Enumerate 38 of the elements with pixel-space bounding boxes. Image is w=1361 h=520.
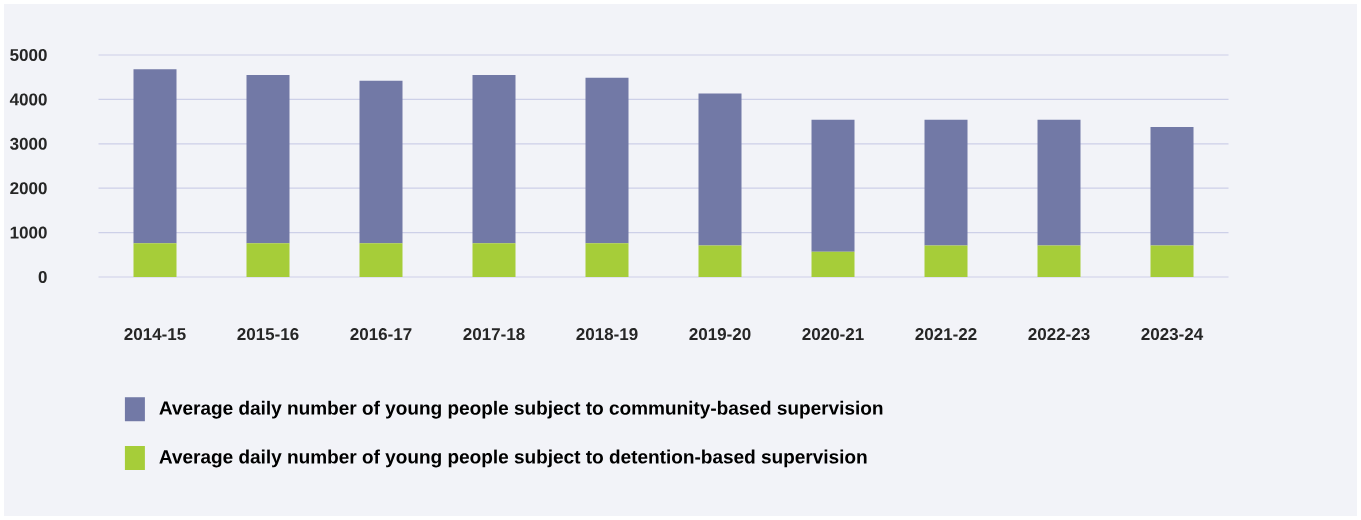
x-tick-label: 2022-23 [1028,328,1090,341]
legend-label: Average daily number of young people subject to detention-based supervision [159,449,867,468]
x-tick-label: 2015-16 [237,328,299,341]
bar [246,74,290,244]
bar [1037,119,1081,246]
bar [698,245,742,277]
bar [133,69,177,244]
y-tick-label: 1000 [10,226,47,239]
bar [359,80,403,244]
x-tick-label: 2023-24 [1141,328,1204,341]
bar [1037,245,1081,277]
y-tick-label: 0 [38,270,47,284]
bar [359,243,403,277]
y-tick-label: 5000 [10,48,47,62]
x-tick-label: 2014-15 [124,328,186,341]
bar [246,243,290,277]
x-tick-label: 2020-21 [802,328,864,341]
y-tick-label: 4000 [9,93,47,106]
bar [1150,126,1194,246]
bar [472,74,516,244]
bar [133,243,177,277]
y-tick-label: 2000 [10,182,47,195]
bar [698,93,742,246]
bar [811,251,855,277]
x-tick-label: 2016-17 [350,328,412,341]
bar [585,243,629,277]
bar [585,77,629,244]
bar [472,243,516,277]
x-tick-label: 2017-18 [463,328,525,341]
y-tick-label: 3000 [9,137,47,150]
bar [1150,245,1194,277]
bar [924,119,968,246]
bar [811,119,855,252]
x-tick-label: 2021-22 [915,328,977,341]
legend-label: Average daily number of young people subject to community-based supervision [159,400,883,419]
x-tick-label: 2018-19 [576,328,638,341]
bar [924,245,968,277]
x-tick-label: 2019-20 [689,328,751,341]
